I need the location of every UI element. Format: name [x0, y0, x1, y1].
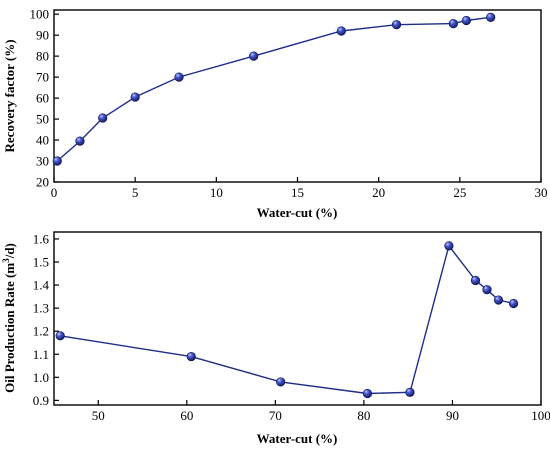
y-tick-label: 50 — [36, 112, 49, 127]
data-point — [461, 15, 471, 26]
x-tick-label: 60 — [180, 408, 193, 423]
y-tick-label: 80 — [36, 49, 49, 64]
x-tick-label: 20 — [372, 185, 385, 200]
data-point — [75, 136, 85, 146]
data-point — [249, 51, 259, 61]
y-tick-label: 1.5 — [33, 254, 49, 269]
x-tick-label: 0 — [51, 185, 58, 200]
tick-group: 50 60 70 80 90 100 0.9 1.0 1.1 1.2 1.3 1.4 1.5 1.6 — [33, 231, 550, 423]
y-tick-label: 1.3 — [33, 301, 49, 316]
x-tick-label: 25 — [453, 185, 466, 200]
data-point — [336, 26, 346, 36]
data-point — [493, 295, 504, 305]
plot-frame — [53, 9, 542, 183]
x-tick-label: 50 — [92, 408, 105, 423]
data-point — [174, 72, 184, 82]
data-point — [130, 92, 140, 102]
series-line — [56, 16, 491, 162]
y-tick-label: 30 — [36, 154, 49, 169]
y-tick-label: 0.9 — [33, 393, 49, 408]
data-point — [362, 388, 373, 399]
data-point — [276, 377, 286, 387]
data-point — [55, 331, 65, 341]
x-tick-label: 10 — [210, 185, 223, 200]
plot-frame — [53, 231, 542, 406]
y-tick-label: 20 — [36, 175, 49, 190]
x-axis-title: Water-cut (%) — [257, 431, 338, 446]
x-tick-label: 90 — [446, 408, 459, 423]
tick-group: 0 5 10 15 20 25 30 20 30 40 50 60 70 80 90 100 — [30, 7, 548, 200]
data-point — [52, 156, 62, 166]
y-tick-label: 100 — [30, 7, 50, 22]
data-point — [470, 275, 481, 286]
data-point — [486, 12, 496, 22]
series-group — [52, 12, 496, 166]
recovery-factor-panel: 0 5 10 15 20 25 30 20 30 40 50 60 70 80 90 100 Water-cu… — [2, 7, 548, 220]
y-axis-title: Oil Production Rate (m3/d) — [1, 243, 17, 393]
x-tick-label: 70 — [269, 408, 282, 423]
y-tick-label: 1.4 — [33, 278, 50, 293]
data-point — [482, 285, 492, 295]
y-tick-label: 70 — [36, 70, 49, 85]
data-point — [444, 241, 454, 251]
series-line — [60, 244, 514, 395]
y-tick-label: 1.6 — [33, 231, 50, 246]
y-axis-title: Recovery factor (%) — [2, 39, 17, 152]
x-axis-title: Water-cut (%) — [257, 205, 338, 220]
data-point — [186, 351, 196, 362]
data-point — [448, 19, 458, 29]
y-tick-label: 1.1 — [33, 347, 49, 362]
x-tick-label: 15 — [291, 185, 304, 200]
y-tick-label: 40 — [36, 133, 49, 148]
data-point — [405, 387, 415, 397]
y-tick-label: 90 — [36, 28, 49, 43]
data-point — [98, 113, 108, 123]
x-tick-label: 100 — [531, 408, 550, 423]
y-tick-label: 1.0 — [33, 370, 49, 385]
x-tick-label: 80 — [357, 408, 370, 423]
data-point — [508, 298, 519, 309]
x-tick-label: 5 — [132, 185, 139, 200]
oil-production-rate-panel: 50 60 70 80 90 100 0.9 1.0 1.1 1.2 1.3 1.4 1.5 1.6 Wa… — [1, 231, 550, 446]
x-tick-label: 30 — [535, 185, 548, 200]
data-point — [391, 20, 402, 30]
y-tick-label: 60 — [36, 91, 49, 106]
series-group — [55, 241, 519, 399]
y-tick-label: 1.2 — [33, 324, 49, 339]
